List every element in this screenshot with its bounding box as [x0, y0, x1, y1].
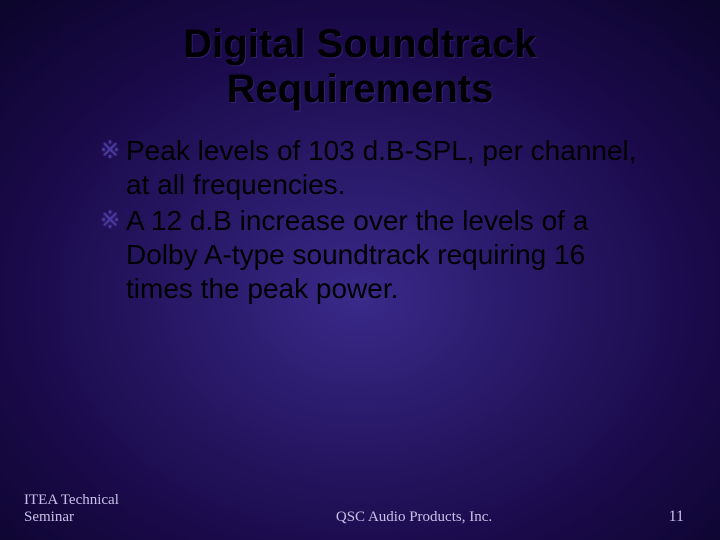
sparkle-bullet-icon: ※ — [100, 204, 126, 238]
bullet-text: A 12 d.B increase over the levels of a D… — [126, 204, 658, 306]
bullet-text: Peak levels of 103 d.B-SPL, per channel,… — [126, 134, 658, 202]
slide: Digital Soundtrack Requirements ※ Peak l… — [0, 0, 720, 540]
footer-left-line-1: ITEA Technical — [24, 492, 119, 508]
title-line-1: Digital Soundtrack — [183, 22, 536, 66]
footer-page-number: 11 — [624, 508, 684, 526]
title-line-2: Requirements — [227, 67, 494, 111]
bullet-item: ※ Peak levels of 103 d.B-SPL, per channe… — [100, 134, 658, 202]
slide-body: ※ Peak levels of 103 d.B-SPL, per channe… — [40, 134, 680, 307]
footer-left: ITEA Technical Seminar — [24, 492, 204, 527]
slide-footer: ITEA Technical Seminar QSC Audio Product… — [0, 492, 720, 527]
sparkle-bullet-icon: ※ — [100, 134, 126, 168]
bullet-item: ※ A 12 d.B increase over the levels of a… — [100, 204, 658, 306]
footer-center: QSC Audio Products, Inc. — [204, 509, 624, 526]
footer-left-line-2: Seminar — [24, 509, 74, 525]
slide-title: Digital Soundtrack Requirements — [40, 22, 680, 112]
